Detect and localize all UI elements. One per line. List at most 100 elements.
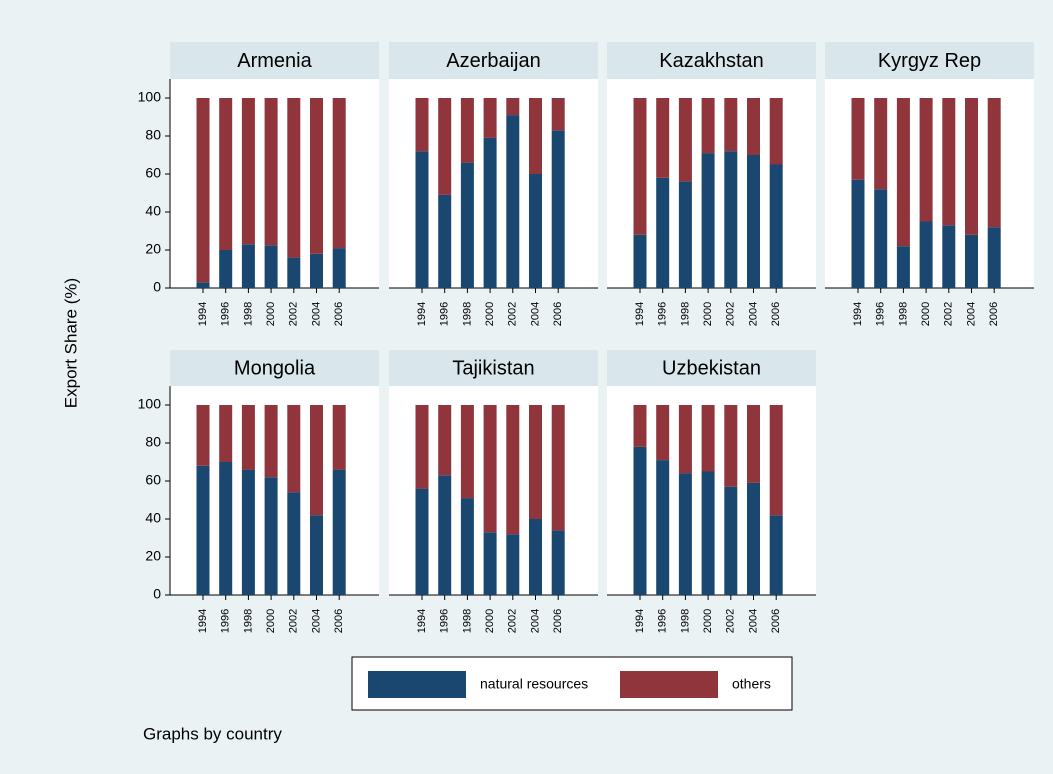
note: Graphs by country xyxy=(143,724,282,743)
bar-segment xyxy=(438,475,452,595)
x-tick-label: 1994 xyxy=(197,302,209,326)
x-tick-label: 2002 xyxy=(288,302,300,326)
x-tick-label: 2004 xyxy=(529,609,541,633)
panel-title: Tajikistan xyxy=(452,357,534,379)
legend-swatch xyxy=(368,671,466,698)
panel-title: Azerbaijan xyxy=(446,50,541,72)
x-tick-label: 1998 xyxy=(461,609,473,633)
bar-segment xyxy=(264,98,278,246)
x-tick-label: 2000 xyxy=(265,609,277,633)
bar-segment xyxy=(196,98,210,283)
x-tick-label: 1998 xyxy=(679,302,691,326)
bar-segment xyxy=(701,153,715,288)
x-tick-label: 2000 xyxy=(484,302,496,326)
y-tick-label: 40 xyxy=(145,203,161,219)
x-tick-label: 1996 xyxy=(657,609,669,633)
bar-segment xyxy=(310,405,323,516)
bar-segment xyxy=(415,98,429,152)
bar-segment xyxy=(287,492,301,595)
x-tick-label: 1998 xyxy=(461,302,473,326)
x-tick-label: 2004 xyxy=(310,609,322,633)
bar-segment xyxy=(483,98,497,138)
bar-segment xyxy=(851,179,865,288)
bar-segment xyxy=(769,515,783,595)
panel-title-strip xyxy=(170,42,379,79)
bar-segment xyxy=(332,98,346,249)
bar-segment xyxy=(874,189,888,288)
bar-segment xyxy=(987,98,1001,228)
bar-segment xyxy=(701,471,715,595)
bar-segment xyxy=(196,282,210,288)
bar-segment xyxy=(551,98,565,131)
x-tick-label: 1994 xyxy=(416,302,428,326)
bar-segment xyxy=(987,227,1001,288)
y-tick-label: 20 xyxy=(145,241,161,257)
x-tick-label: 1994 xyxy=(416,609,428,633)
x-tick-label: 2000 xyxy=(484,609,496,633)
bar-segment xyxy=(483,137,497,288)
y-tick-label: 60 xyxy=(145,472,161,488)
y-axis-title: Export Share (%) xyxy=(61,278,80,408)
bar-segment xyxy=(724,405,738,487)
x-tick-label: 2000 xyxy=(702,609,714,633)
bar-segment xyxy=(506,115,520,288)
bar-segment xyxy=(310,98,323,254)
bar-segment xyxy=(942,98,956,226)
bar-segment xyxy=(724,486,738,595)
bar-segment xyxy=(633,405,647,447)
bar-segment xyxy=(241,405,255,470)
bar-segment xyxy=(851,98,865,180)
bar-segment xyxy=(656,177,670,288)
y-tick-label: 100 xyxy=(138,396,162,412)
bar-segment xyxy=(633,98,647,235)
bar-segment xyxy=(724,98,738,152)
panel-title-strip xyxy=(607,42,816,79)
bar-segment xyxy=(415,405,429,489)
bar-segment xyxy=(438,194,452,288)
bar-segment xyxy=(551,405,565,531)
bar-segment xyxy=(506,534,520,595)
bar-segment xyxy=(747,482,760,595)
x-tick-label: 2002 xyxy=(507,609,519,633)
x-tick-label: 2002 xyxy=(507,302,519,326)
x-tick-label: 2002 xyxy=(943,302,955,326)
bar-segment xyxy=(769,405,783,516)
x-tick-label: 2000 xyxy=(702,302,714,326)
bar-segment xyxy=(287,405,301,493)
x-tick-label: 2004 xyxy=(529,302,541,326)
bar-segment xyxy=(483,532,497,595)
x-tick-label: 2006 xyxy=(552,302,564,326)
panel-title-strip xyxy=(607,350,816,386)
bar-segment xyxy=(529,174,542,288)
bar-segment xyxy=(769,98,783,165)
bar-segment xyxy=(896,98,910,247)
bar-segment xyxy=(287,98,301,258)
bar-segment xyxy=(896,246,910,288)
bar-segment xyxy=(264,245,278,288)
x-tick-label: 2004 xyxy=(747,609,759,633)
bar-segment xyxy=(332,469,346,595)
x-tick-label: 2002 xyxy=(288,609,300,633)
panel-title: Mongolia xyxy=(234,357,316,379)
bar-segment xyxy=(264,477,278,595)
bar-segment xyxy=(506,405,520,535)
x-tick-label: 2000 xyxy=(265,302,277,326)
y-tick-label: 80 xyxy=(145,127,161,143)
bar-segment xyxy=(656,405,670,461)
x-tick-label: 1996 xyxy=(657,302,669,326)
bar-segment xyxy=(529,405,542,519)
bar-segment xyxy=(724,151,738,288)
bar-segment xyxy=(874,98,888,190)
bar-segment xyxy=(483,405,497,533)
bar-segment xyxy=(196,465,210,595)
bar-segment xyxy=(529,519,542,595)
bar-segment xyxy=(438,405,452,476)
x-tick-label: 2006 xyxy=(988,302,1000,326)
bar-segment xyxy=(678,405,692,474)
bar-segment xyxy=(747,155,760,288)
bar-segment xyxy=(219,405,233,462)
bar-segment xyxy=(219,462,233,595)
bar-segment xyxy=(551,530,565,595)
bar-segment xyxy=(415,151,429,288)
